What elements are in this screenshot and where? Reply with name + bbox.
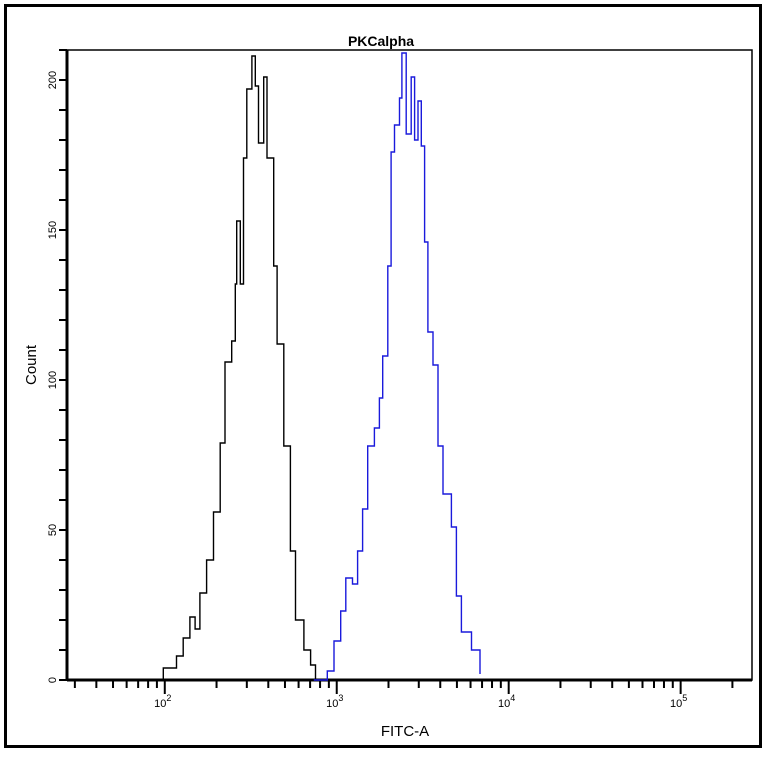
chart-title: PKCalpha [348,33,414,49]
x-tick-label: 103 [326,693,343,710]
x-tick-label: 102 [154,693,171,710]
x-tick-label: 105 [670,693,687,710]
y-tick-label: 200 [47,71,59,89]
y-axis-label: Count [23,344,40,385]
series-layer [150,52,481,681]
pkcalpha-histogram-line [313,52,481,681]
y-tick-label: 150 [47,221,59,239]
figure-frame [4,4,762,748]
x-axis-label: FITC-A [381,723,429,740]
y-tick-label: 50 [47,524,59,536]
control-histogram-line [150,55,317,681]
x-tick-label: 104 [498,693,515,710]
y-tick-label: 0 [47,677,59,683]
y-tick-label: 100 [47,371,59,389]
axes: 102 103 104 105 0 50 100 150 200 [47,49,753,710]
plot-area-border [66,49,753,681]
